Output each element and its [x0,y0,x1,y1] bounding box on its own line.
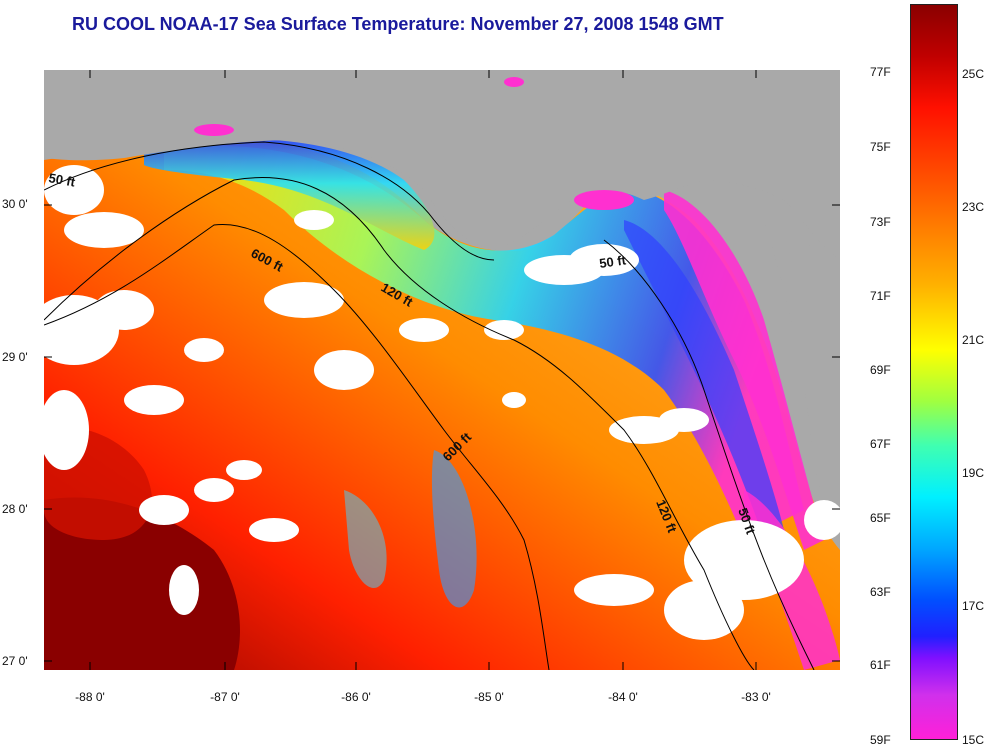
lat-label-27: 27 0' [2,654,28,668]
contour-label-50ft-w: 50 ft [47,170,77,190]
lat-label-28: 28 0' [2,502,28,516]
map-title: RU COOL NOAA-17 Sea Surface Temperature:… [72,14,724,34]
contour-120ft [44,177,755,670]
lon-label-88: -88 0' [75,690,105,704]
colorbar-f-59: 59F [870,733,891,747]
colorbar-c-19: 19C [962,466,985,480]
colorbar-c-23: 23C [962,200,985,214]
colorbar-c-21: 21C [962,333,985,347]
colorbar-f-77: 77F [870,65,891,79]
contour-label-50ft-e: 50 ft [598,252,627,271]
lat-label-30: 30 0' [2,197,28,211]
temperature-colorbar [910,4,958,740]
lon-label-87: -87 0' [210,690,240,704]
cloud-cover [44,165,840,640]
lon-label-85: -85 0' [474,690,504,704]
colorbar-f-71: 71F [870,289,891,303]
lon-label-83: -83 0' [741,690,771,704]
colorbar-c-15: 15C [962,733,985,747]
colorbar-f-69: 69F [870,363,891,377]
colorbar-f-63: 63F [870,585,891,599]
land-east [764,200,840,540]
sst-map: 50 ft 600 ft 120 ft 50 ft 600 ft 120 ft … [44,70,840,670]
colorbar-c-17: 17C [962,599,985,613]
lat-label-29: 29 0' [2,350,28,364]
lon-label-86: -86 0' [341,690,371,704]
contour-600ft [44,223,550,670]
contour-50ft-east [603,239,815,670]
colorbar-f-73: 73F [870,215,891,229]
colorbar-f-75: 75F [870,140,891,154]
colorbar-c-25: 25C [962,67,985,81]
warm-core [44,497,240,670]
colorbar-f-67: 67F [870,437,891,451]
colorbar-f-65: 65F [870,511,891,525]
sst-map-canvas: 50 ft 600 ft 120 ft 50 ft 600 ft 120 ft … [44,70,840,670]
land-north [44,70,840,260]
lon-label-84: -84 0' [608,690,638,704]
colorbar-f-61: 61F [870,658,891,672]
contour-50ft-west [44,141,495,261]
